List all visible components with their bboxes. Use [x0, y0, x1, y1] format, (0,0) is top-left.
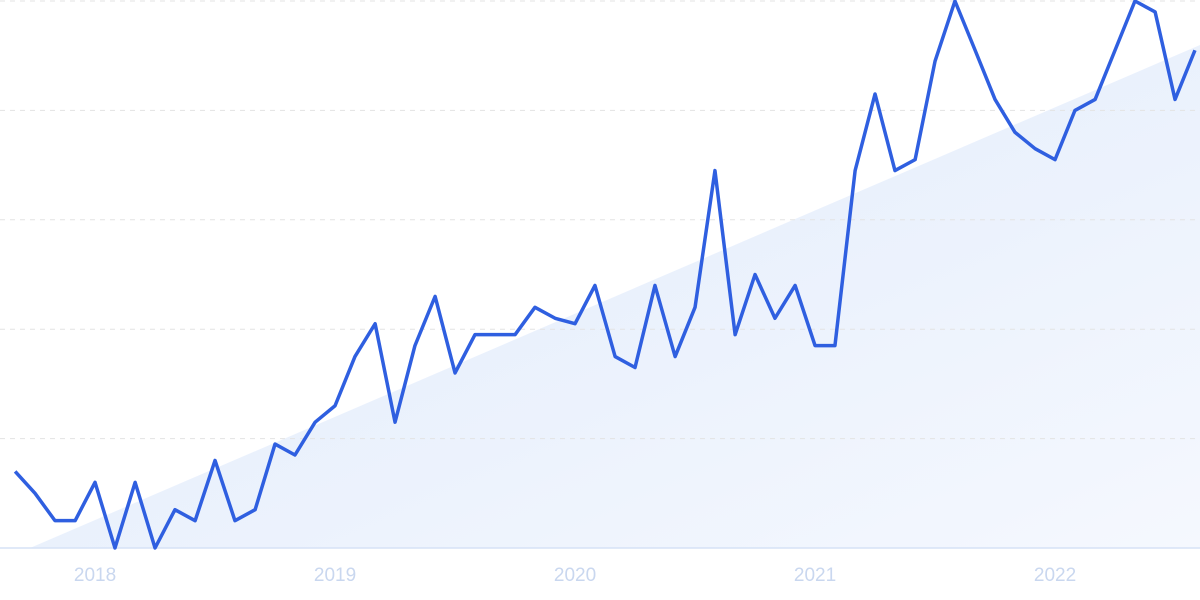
x-tick-label: 2020	[554, 565, 596, 586]
series-line	[13, 0, 1197, 550]
x-tick-label: 2019	[314, 565, 356, 586]
trend-area	[30, 45, 1200, 548]
x-tick-label: 2022	[1034, 565, 1076, 586]
x-tick-label: 2021	[794, 565, 836, 586]
x-tick-label: 2018	[74, 565, 116, 586]
